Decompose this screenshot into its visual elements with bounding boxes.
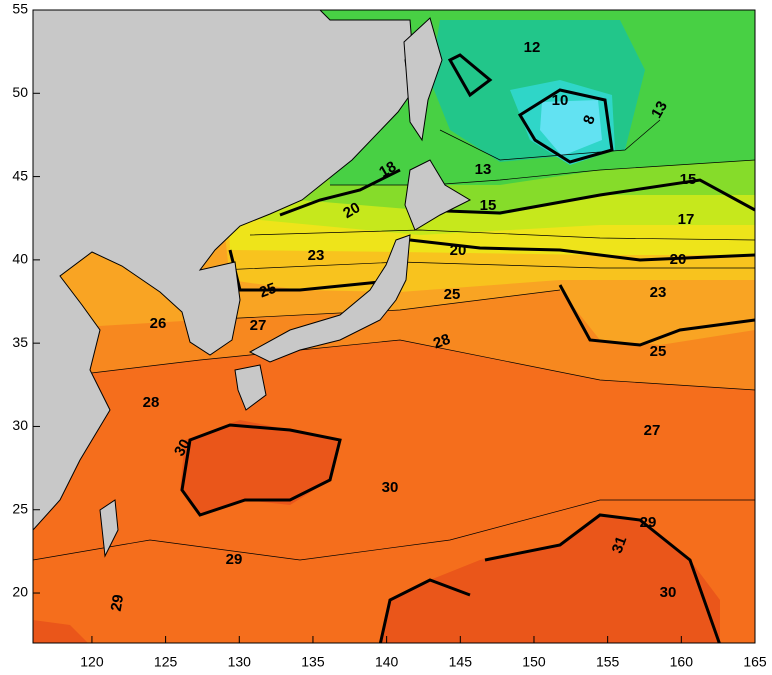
- contour-label: 25: [650, 343, 667, 360]
- map-field: [33, 10, 755, 643]
- y-tick-label: 45: [12, 167, 28, 183]
- contour-label: 12: [524, 39, 541, 56]
- contour-label: 18: [376, 158, 399, 181]
- contour-label: 13: [648, 98, 671, 121]
- x-tick-label: 165: [743, 654, 767, 670]
- contour-label: 30: [171, 436, 194, 459]
- x-tick-label: 160: [670, 654, 694, 670]
- y-tick-label: 50: [12, 84, 28, 100]
- x-tick-label: 125: [154, 654, 178, 670]
- contour-label: 25: [257, 280, 278, 302]
- contour-label: 20: [670, 251, 687, 268]
- thin-contours: [33, 119, 755, 561]
- contour-label: 30: [660, 584, 677, 601]
- contour-label: 27: [250, 317, 267, 334]
- contour-label: 29: [108, 593, 128, 612]
- contour-label: 29: [226, 551, 243, 568]
- contour-label: 20: [340, 199, 363, 222]
- contour-label: 17: [678, 211, 695, 228]
- contour-label: 27: [644, 422, 661, 439]
- map-frame: [32, 9, 756, 644]
- contour-label: 15: [680, 171, 697, 188]
- contour-label: 13: [475, 161, 492, 178]
- x-tick-label: 140: [375, 654, 399, 670]
- contour-label: 30: [382, 479, 399, 496]
- land: [33, 10, 472, 558]
- contour-label: 10: [552, 92, 569, 109]
- x-tick-label: 145: [449, 654, 473, 670]
- y-tick-label: 40: [12, 251, 28, 267]
- band-8: [540, 100, 602, 156]
- warm-patches: [33, 420, 720, 643]
- contour-label: 20: [450, 242, 467, 259]
- contour-label: 15: [480, 197, 497, 214]
- x-tick-label: 130: [228, 654, 252, 670]
- contour-lines: [180, 53, 755, 643]
- y-tick-label: 20: [12, 584, 28, 600]
- x-tick-label: 155: [596, 654, 620, 670]
- contour-label: 29: [640, 514, 657, 531]
- y-tick-label: 30: [12, 417, 28, 433]
- contour-label: 25: [444, 286, 461, 303]
- contour-label: 28: [143, 394, 160, 411]
- axes: 120 125 130 135 140 145 150 155 160 165 20 25 30 35 40…: [12, 1, 766, 670]
- contour-label: 28: [431, 331, 452, 353]
- x-tick-label: 120: [80, 654, 104, 670]
- contour-label: 23: [650, 284, 667, 301]
- contour-label: 31: [609, 534, 631, 555]
- x-tick-label: 135: [301, 654, 325, 670]
- y-tick-label: 55: [12, 1, 28, 17]
- y-tick-label: 25: [12, 500, 28, 516]
- x-tick-label: 150: [522, 654, 546, 670]
- contour-label: 26: [150, 315, 167, 332]
- contour-label: 23: [308, 247, 325, 264]
- y-tick-label: 35: [12, 334, 28, 350]
